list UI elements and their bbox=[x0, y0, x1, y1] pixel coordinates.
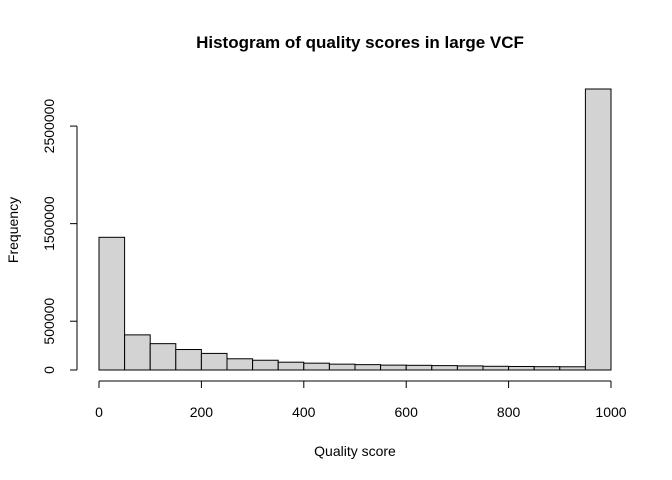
x-tick-label: 0 bbox=[95, 404, 103, 420]
y-tick-label: 1500000 bbox=[41, 196, 57, 251]
y-axis-label: Frequency bbox=[5, 197, 21, 263]
histogram-bar bbox=[200, 352, 228, 371]
histogram-bar bbox=[175, 349, 202, 371]
y-tick-label: 500000 bbox=[41, 298, 57, 345]
x-axis-label: Quality score bbox=[314, 443, 396, 459]
bars-group bbox=[98, 88, 612, 371]
x-tick-label: 600 bbox=[395, 404, 419, 420]
y-axis: 0 500000 1500000 2500000 bbox=[41, 99, 78, 374]
x-tick-label: 200 bbox=[190, 404, 214, 420]
histogram-bar bbox=[98, 236, 126, 371]
y-tick-label: 0 bbox=[41, 366, 57, 374]
histogram-bar bbox=[431, 365, 458, 371]
y-tick-label: 2500000 bbox=[41, 99, 57, 154]
histogram-bar bbox=[149, 343, 177, 371]
histogram-bar bbox=[405, 364, 433, 371]
histogram-bar bbox=[252, 359, 279, 371]
histogram-bar bbox=[303, 362, 330, 371]
x-tick-label: 400 bbox=[292, 404, 316, 420]
histogram-bar bbox=[584, 88, 612, 371]
histogram-bar bbox=[328, 363, 356, 371]
chart-title: Histogram of quality scores in large VCF bbox=[196, 33, 524, 52]
histogram-bar bbox=[533, 366, 561, 371]
histogram-bar bbox=[124, 334, 151, 371]
x-axis: 0 200 400 600 800 1000 bbox=[95, 380, 627, 420]
x-tick-label: 1000 bbox=[595, 404, 626, 420]
histogram-bar bbox=[380, 364, 407, 371]
histogram-bar bbox=[559, 366, 586, 371]
histogram-bar bbox=[508, 365, 535, 371]
histogram-bar bbox=[456, 365, 484, 371]
histogram-bar bbox=[226, 358, 254, 371]
histogram-bar bbox=[482, 365, 510, 371]
histogram-bar bbox=[354, 364, 382, 371]
x-tick-label: 800 bbox=[497, 404, 521, 420]
histogram-bar bbox=[277, 361, 305, 371]
